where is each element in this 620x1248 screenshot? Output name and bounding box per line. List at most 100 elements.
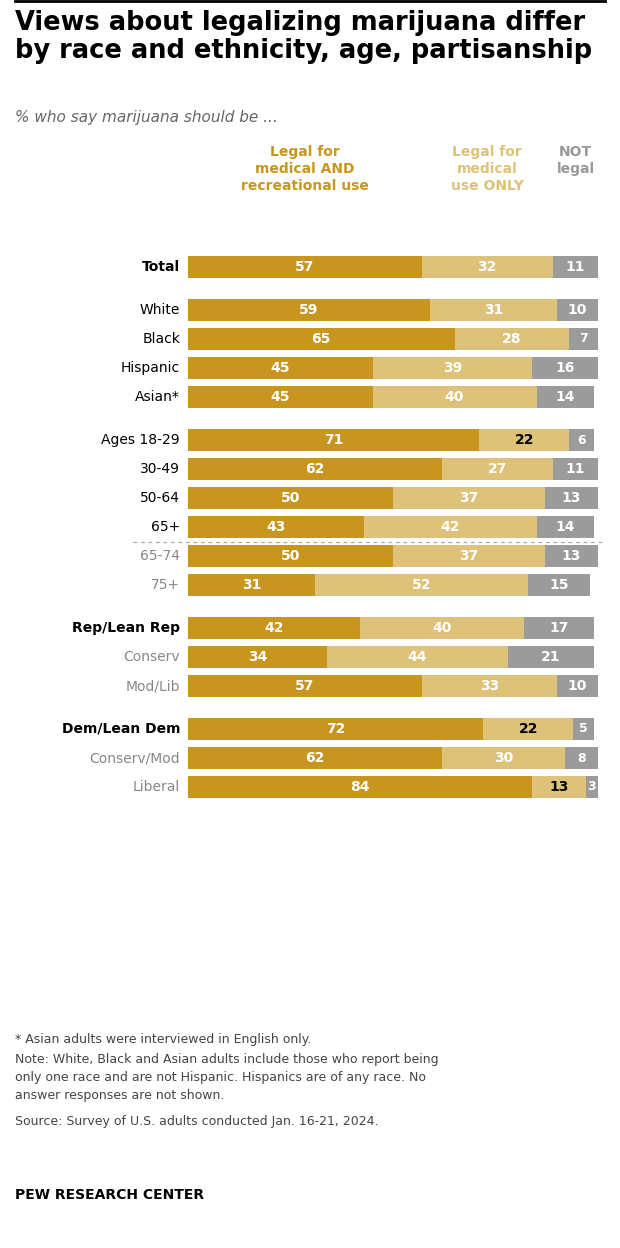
Text: Ages 18-29: Ages 18-29 xyxy=(102,433,180,447)
Text: Conserv: Conserv xyxy=(123,650,180,664)
Text: Rep/Lean Rep: Rep/Lean Rep xyxy=(72,622,180,635)
Bar xyxy=(422,256,553,278)
Text: 11: 11 xyxy=(565,462,585,475)
Bar xyxy=(524,617,594,639)
Bar xyxy=(188,574,315,597)
Text: 28: 28 xyxy=(502,332,521,346)
Text: Asian*: Asian* xyxy=(135,389,180,404)
Text: 31: 31 xyxy=(484,303,503,317)
Bar xyxy=(574,718,594,740)
Text: 15: 15 xyxy=(549,578,569,592)
Bar xyxy=(327,646,508,668)
Text: 40: 40 xyxy=(445,389,464,404)
Text: Note: White, Black and Asian adults include those who report being
only one race: Note: White, Black and Asian adults incl… xyxy=(15,1053,438,1102)
Bar xyxy=(188,646,327,668)
Bar xyxy=(536,386,594,408)
Text: 71: 71 xyxy=(324,433,343,447)
Text: 57: 57 xyxy=(295,679,314,693)
Text: 65-74: 65-74 xyxy=(140,549,180,563)
Bar xyxy=(188,386,373,408)
Text: 65: 65 xyxy=(312,332,331,346)
Bar xyxy=(188,256,422,278)
Bar xyxy=(188,776,533,797)
Text: Legal for
medical AND
recreational use: Legal for medical AND recreational use xyxy=(241,145,369,192)
Text: 84: 84 xyxy=(350,780,370,794)
Text: Liberal: Liberal xyxy=(133,780,180,794)
Bar xyxy=(442,458,553,480)
Text: 39: 39 xyxy=(443,361,462,374)
Text: 72: 72 xyxy=(326,723,345,736)
Bar xyxy=(188,300,430,321)
Text: 30-49: 30-49 xyxy=(140,462,180,475)
Bar xyxy=(557,675,598,696)
Text: Dem/Lean Dem: Dem/Lean Dem xyxy=(61,723,180,736)
Bar xyxy=(508,646,594,668)
Text: 52: 52 xyxy=(412,578,432,592)
Text: 50: 50 xyxy=(281,490,300,505)
Bar xyxy=(569,328,598,349)
Text: 13: 13 xyxy=(562,490,581,505)
Text: 8: 8 xyxy=(577,751,586,765)
Text: 50-64: 50-64 xyxy=(140,490,180,505)
Text: 37: 37 xyxy=(459,549,479,563)
Text: White: White xyxy=(140,303,180,317)
Bar xyxy=(188,328,454,349)
Text: 34: 34 xyxy=(248,650,267,664)
Text: 14: 14 xyxy=(556,520,575,534)
Bar xyxy=(553,458,598,480)
Text: 14: 14 xyxy=(556,389,575,404)
Bar xyxy=(545,545,598,567)
Bar xyxy=(533,357,598,379)
Text: 62: 62 xyxy=(306,462,325,475)
Bar xyxy=(536,515,594,538)
Text: 22: 22 xyxy=(515,433,534,447)
Text: 43: 43 xyxy=(267,520,286,534)
Bar xyxy=(430,300,557,321)
Text: 44: 44 xyxy=(408,650,427,664)
Bar xyxy=(483,718,574,740)
Text: 45: 45 xyxy=(270,361,290,374)
Text: 10: 10 xyxy=(568,303,587,317)
Text: Total: Total xyxy=(142,260,180,275)
Text: 62: 62 xyxy=(306,751,325,765)
Text: Views about legalizing marijuana differ
by race and ethnicity, age, partisanship: Views about legalizing marijuana differ … xyxy=(15,10,592,65)
Bar xyxy=(479,429,569,451)
Bar xyxy=(188,429,479,451)
Text: 42: 42 xyxy=(441,520,460,534)
Text: 59: 59 xyxy=(299,303,319,317)
Text: 30: 30 xyxy=(494,751,513,765)
Bar xyxy=(553,256,598,278)
Text: 3: 3 xyxy=(588,780,596,794)
Bar xyxy=(188,675,422,696)
Text: 42: 42 xyxy=(264,622,284,635)
Bar xyxy=(557,300,598,321)
Text: Black: Black xyxy=(142,332,180,346)
Bar xyxy=(533,776,586,797)
Text: 7: 7 xyxy=(579,332,588,346)
Bar xyxy=(422,675,557,696)
Text: Legal for
medical
use ONLY: Legal for medical use ONLY xyxy=(451,145,524,192)
Text: Mod/Lib: Mod/Lib xyxy=(125,679,180,693)
Text: 33: 33 xyxy=(480,679,499,693)
Bar xyxy=(569,429,594,451)
Bar xyxy=(188,357,373,379)
Bar xyxy=(188,458,442,480)
Text: 50: 50 xyxy=(281,549,300,563)
Bar xyxy=(188,487,393,509)
Text: 45: 45 xyxy=(270,389,290,404)
Bar xyxy=(365,515,536,538)
Text: 5: 5 xyxy=(579,723,588,735)
Text: 40: 40 xyxy=(433,622,452,635)
Text: Source: Survey of U.S. adults conducted Jan. 16-21, 2024.: Source: Survey of U.S. adults conducted … xyxy=(15,1114,378,1128)
Text: Hispanic: Hispanic xyxy=(121,361,180,374)
Bar xyxy=(586,776,598,797)
Text: 13: 13 xyxy=(562,549,581,563)
Bar xyxy=(545,487,598,509)
Bar xyxy=(393,487,545,509)
Text: NOT
legal: NOT legal xyxy=(556,145,595,176)
Text: 27: 27 xyxy=(488,462,507,475)
Bar xyxy=(454,328,569,349)
Bar xyxy=(393,545,545,567)
Bar xyxy=(188,718,483,740)
Text: 22: 22 xyxy=(518,723,538,736)
